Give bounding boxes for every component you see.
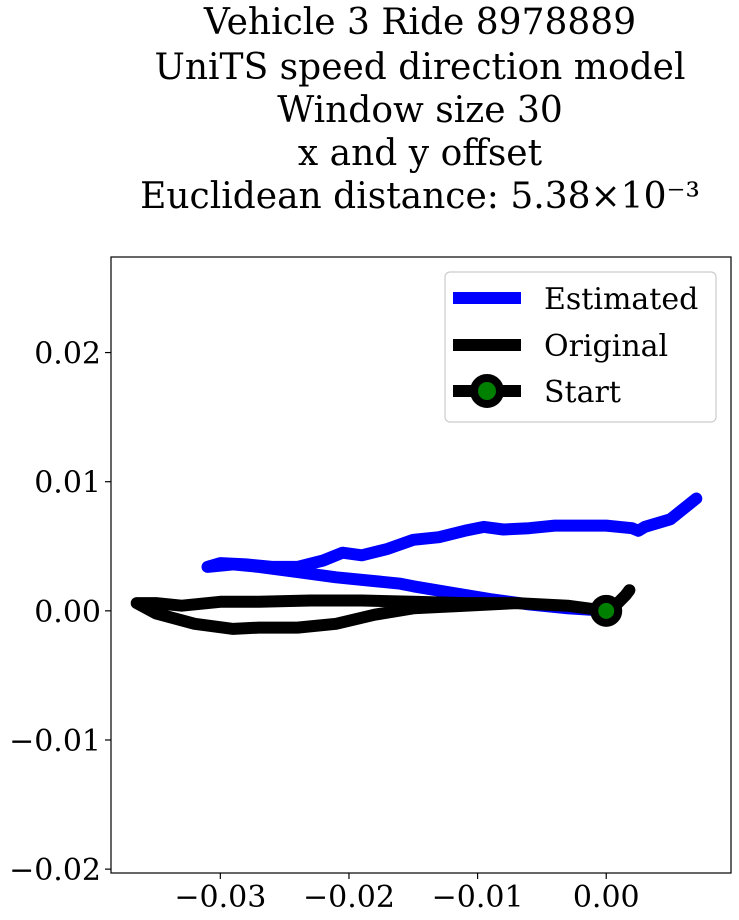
legend-label-start: Start bbox=[544, 375, 621, 410]
y-tick-label: 0.01 bbox=[34, 466, 101, 501]
y-tick-label: 0.02 bbox=[34, 337, 101, 372]
series-estimated-line bbox=[201, 492, 703, 617]
plot-frame bbox=[110, 256, 732, 874]
chart-title: Vehicle 3 Ride 8978889 UniTS speed direc… bbox=[140, 2, 700, 217]
x-tick-label: −0.02 bbox=[303, 880, 395, 915]
y-tick-label: −0.01 bbox=[9, 724, 101, 759]
y-tick-label: 0.00 bbox=[34, 595, 101, 630]
x-tick-label: 0.00 bbox=[573, 880, 640, 915]
legend: Estimated Original Start bbox=[444, 271, 717, 423]
title-line-5: Euclidean distance: 5.38×10⁻³ bbox=[140, 176, 700, 217]
x-tick-label: −0.03 bbox=[174, 880, 266, 915]
series-group bbox=[130, 492, 703, 635]
title-line-2: UniTS speed direction model bbox=[155, 47, 686, 88]
legend-label-original: Original bbox=[544, 329, 668, 364]
title-line-3: Window size 30 bbox=[277, 90, 563, 131]
x-tick-label: −0.01 bbox=[432, 880, 524, 915]
title-line-4: x and y offset bbox=[298, 133, 543, 174]
y-axis: −0.02 −0.01 0.00 0.01 0.02 bbox=[9, 337, 111, 888]
legend-box bbox=[444, 271, 717, 423]
series-original-line bbox=[130, 584, 636, 635]
plot-area bbox=[110, 256, 732, 874]
legend-label-estimated: Estimated bbox=[544, 282, 698, 317]
start-point-marker bbox=[590, 594, 623, 627]
y-tick-label: −0.02 bbox=[9, 853, 101, 888]
legend-start-marker bbox=[470, 374, 504, 408]
x-axis: −0.03 −0.02 −0.01 0.00 bbox=[174, 873, 640, 915]
title-line-1: Vehicle 3 Ride 8978889 bbox=[203, 2, 636, 43]
